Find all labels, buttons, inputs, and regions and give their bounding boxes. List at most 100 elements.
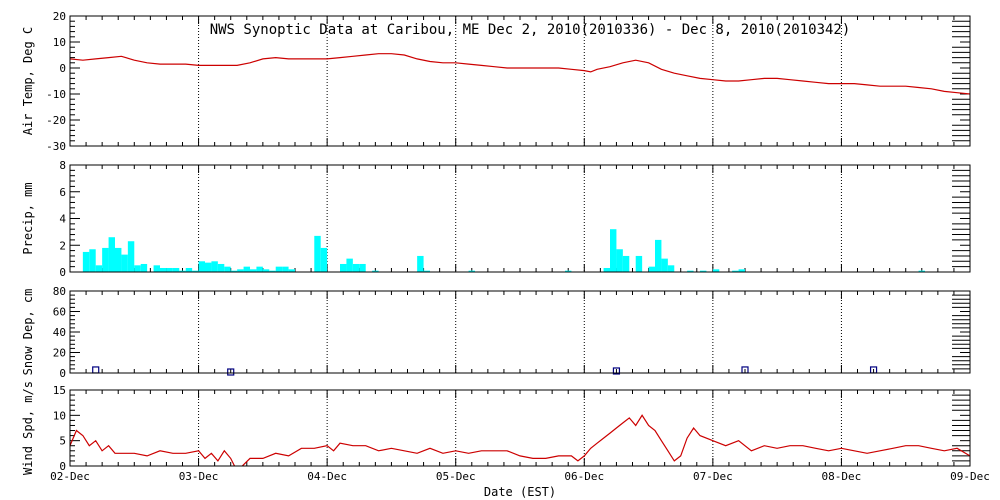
precip-bar [243,266,250,272]
temp-series-line [70,53,970,95]
precip-bar [153,265,160,272]
precip-bar [211,261,218,272]
precip-bar [205,262,212,272]
wind-frame [69,389,971,467]
x-tick-label: 04-Dec [307,470,347,483]
x-tick-label: 08-Dec [822,470,862,483]
wind-panel: 0 5 10 15 Wind Spd, m/s [21,381,971,475]
precip-bar [275,266,283,272]
precip-bar [346,258,353,272]
snow-y-tick-label: 60 [53,306,66,319]
temp-y-tick-label: -30 [46,140,66,153]
precip-bar [603,267,610,272]
precip-bar [635,255,643,272]
wind-y-tick-label: 0 [59,460,66,473]
precip-bar [82,251,90,272]
precip-bar [359,263,366,272]
precip-bar [89,249,96,272]
precip-bar [185,267,193,272]
temp-y-tick-label: 10 [53,36,66,49]
x-tick-label: 07-Dec [693,470,733,483]
x-tick-label: 03-Dec [179,470,219,483]
x-tick-label: 05-Dec [436,470,476,483]
x-tick-label: 06-Dec [564,470,604,483]
precip-bar [192,270,199,272]
precip-bar [648,266,655,272]
precip-bar [712,269,720,272]
precip-bar [166,267,173,272]
precip-bar [230,270,238,272]
precip-bar [320,247,328,272]
precip-y-axis-label: Precip, mm [21,182,35,254]
snow-point [92,366,100,374]
precip-bar [661,258,668,272]
snow-frame [69,290,971,374]
precip-bar [160,267,167,272]
precip-bar [700,270,707,272]
precip-bar [269,270,276,272]
x-tick-label: 09-Dec [950,470,990,483]
snow-y-tick-label: 0 [59,367,66,380]
precip-bar [102,247,109,272]
precip-bar [108,237,115,272]
precip-bar [687,270,694,272]
precip-y-tick-label: 8 [59,159,66,172]
snow-point [612,367,621,375]
precip-bar [352,263,360,272]
precip-bar [667,265,675,272]
wind-y-tick-label: 5 [59,435,66,448]
precip-frame [69,164,971,273]
precip-bar [179,270,186,272]
x-axis-label: Date (EST) [484,485,556,499]
precip-y-tick-label: 0 [59,266,66,279]
precip-bar [256,266,263,272]
wind-y-tick-label: 10 [53,409,66,422]
precip-bar [262,269,270,272]
precip-bar [115,247,122,272]
precip-bar [738,269,745,272]
precip-bar [95,265,103,272]
temp-y-tick-label: -20 [46,114,66,127]
precip-bar [372,270,379,272]
precip-bar [314,235,321,272]
precip-bar [198,261,205,272]
precip-bar [616,249,623,272]
wind-y-axis-label: Wind Spd, m/s [21,381,35,475]
precip-y-tick-label: 4 [59,213,66,226]
precip-bar [732,270,739,272]
precip-bar [918,270,925,272]
chart-panels: -30 -20 -10 0 10 20 Air Temp, Deg C 0 2 4 6 8 Precip… [21,10,990,483]
chart-title: NWS Synoptic Data at Caribou, ME Dec 2, … [210,22,851,38]
precip-bar [423,270,430,272]
wind-series-line [70,414,970,466]
precip-panel: 0 2 4 6 8 Precip, mm [21,159,971,279]
wind-y-tick-label: 15 [53,384,66,397]
precip-bar [224,266,231,272]
precip-bar [127,241,135,272]
precip-bar [217,263,225,272]
precip-bar [134,265,141,272]
precip-bar [610,229,617,272]
snow-y-tick-label: 80 [53,285,66,298]
temp-y-tick-label: 0 [59,62,66,75]
snow-y-tick-label: 20 [53,347,66,360]
precip-bar [237,269,244,272]
snow-y-tick-label: 40 [53,326,66,339]
precip-bar [282,266,289,272]
precip-bar [417,255,424,272]
precip-bar [121,254,128,272]
temp-y-axis-label: Air Temp, Deg C [21,27,35,135]
x-tick-label: 02-Dec [50,470,90,483]
precip-bar [468,270,475,272]
temp-y-tick-label: 20 [53,10,66,23]
precip-y-tick-label: 6 [59,186,66,199]
precip-bar [622,255,630,272]
snow-point [227,368,235,376]
snow-panel: 0 20 40 60 80 Snow Dep, cm [21,285,971,380]
precip-bar [655,239,662,272]
precip-bar [172,267,180,272]
temp-frame [69,15,971,147]
temp-y-tick-label: -10 [46,88,66,101]
precip-bar [250,269,257,272]
